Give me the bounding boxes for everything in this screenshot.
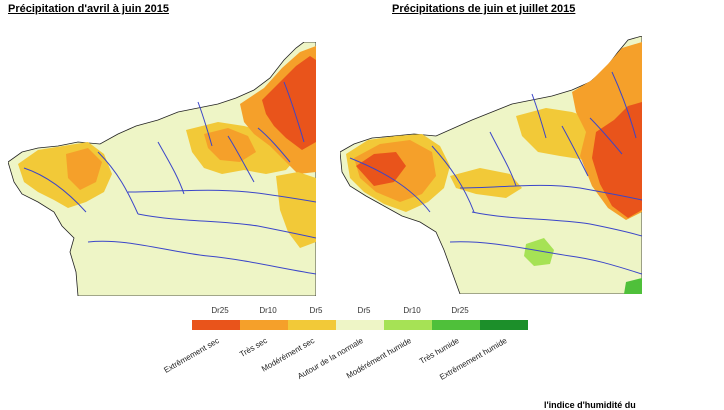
- legend-threshold-label: Dr25: [211, 306, 229, 315]
- precipitation-map-june-july: [340, 36, 642, 294]
- map-zone-very-dry-brittany: [66, 148, 102, 190]
- map-title-left: Précipitation d'avril à juin 2015: [8, 3, 169, 15]
- map-zone-moderately-dry-south: [450, 168, 522, 198]
- map-rivers: [349, 71, 642, 275]
- legend-category-label: Très sec: [237, 336, 269, 359]
- legend-swatch-normal: [336, 320, 384, 330]
- map-zone-moderately-dry-east-lower: [276, 172, 316, 248]
- legend-swatch-extreme-humid: [480, 320, 528, 330]
- map-zone-moderately-humid: [524, 238, 554, 266]
- legend-swatch-very-humid: [432, 320, 480, 330]
- map-title-right: Précipitations de juin et juillet 2015: [392, 3, 576, 15]
- legend-threshold-label: Dr5: [309, 306, 323, 315]
- legend: Dr25 Dr10 Dr5 Dr5 Dr10 Dr25 Extrêmement …: [100, 296, 546, 408]
- legend-swatch-moderately-dry: [288, 320, 336, 330]
- map-land-normal: [8, 42, 316, 296]
- legend-category-label: Extrêmement sec: [162, 336, 221, 375]
- legend-threshold-label: Dr5: [357, 306, 371, 315]
- precipitation-map-april-june: [8, 42, 316, 296]
- footer-text: l'indice d'humidité du: [544, 400, 636, 410]
- legend-threshold-label: Dr10: [259, 306, 277, 315]
- legend-swatch-moderately-humid: [384, 320, 432, 330]
- map-rivers: [23, 81, 316, 275]
- map-zone-extremely-dry-northeast: [262, 56, 316, 150]
- map-zone-very-humid: [624, 278, 642, 294]
- legend-threshold-label: Dr25: [451, 306, 469, 315]
- legend-category-label: Très humide: [417, 336, 461, 366]
- legend-swatch-very-dry: [240, 320, 288, 330]
- legend-swatch-extreme-dry: [192, 320, 240, 330]
- map-zone-extremely-dry-brittany: [356, 152, 406, 186]
- map-zone-very-dry-east: [204, 128, 256, 162]
- legend-threshold-label: Dr10: [403, 306, 421, 315]
- map-zone-extremely-dry-east: [592, 102, 642, 218]
